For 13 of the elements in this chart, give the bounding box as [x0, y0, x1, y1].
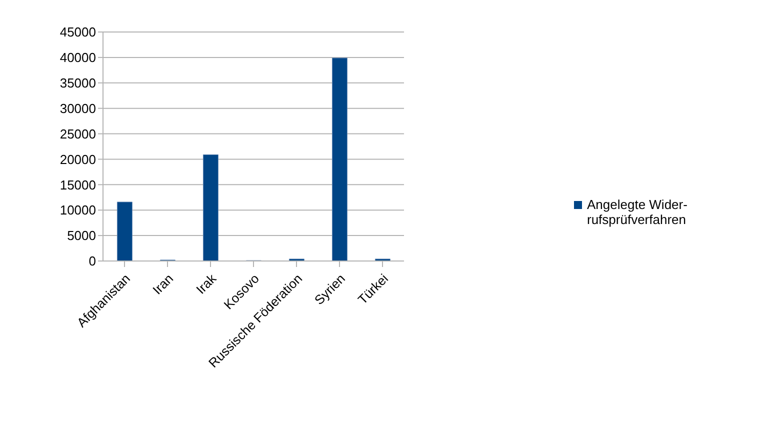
y-tick-label: 5000 — [67, 228, 96, 244]
y-tick-label: 40000 — [60, 50, 96, 66]
y-tick-label: 45000 — [60, 24, 96, 40]
legend-label: Angelegte Wider-rufsprüfverfahren — [587, 197, 688, 227]
y-tick-label: 25000 — [60, 126, 96, 142]
y-tick-label: 30000 — [60, 100, 96, 116]
y-tick-label: 15000 — [60, 177, 96, 192]
x-tick-label: Irak — [193, 270, 220, 297]
y-tick-label: 10000 — [60, 202, 96, 218]
y-tick-label: 35000 — [60, 76, 96, 91]
x-tick-label: Iran — [150, 270, 176, 298]
y-tick-label: 0 — [88, 254, 96, 269]
y-tick-label: 20000 — [60, 152, 96, 167]
